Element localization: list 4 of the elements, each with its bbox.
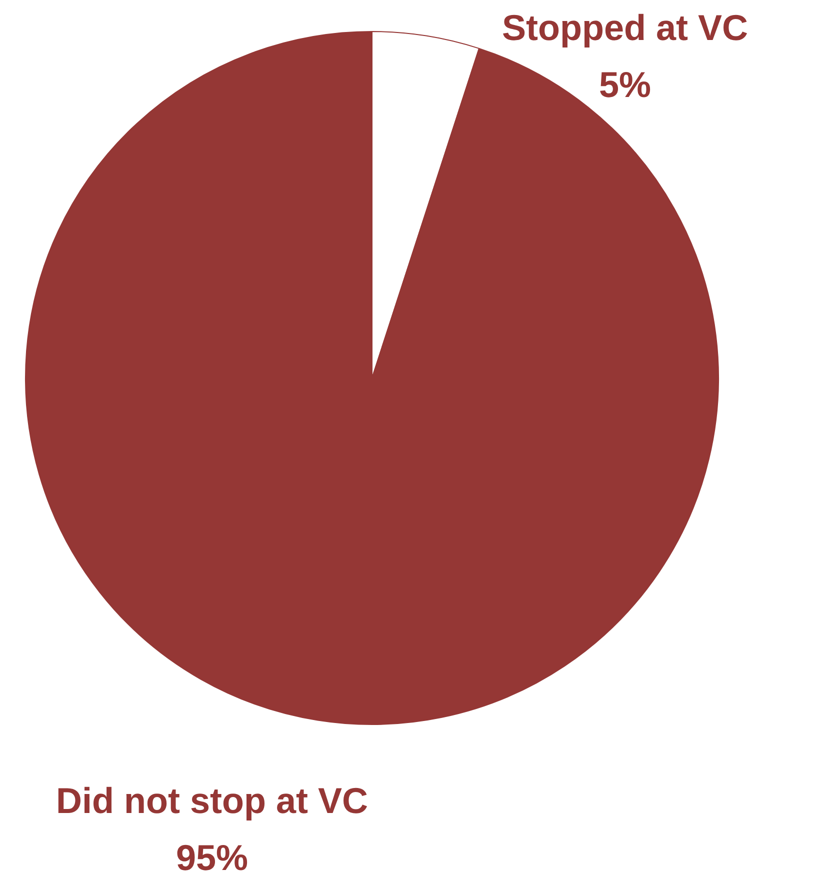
data-label: 95%	[176, 836, 248, 876]
slice-label: Did not stop at VC	[56, 780, 368, 821]
data-label: 5%	[598, 64, 652, 105]
slice-label: Stopped at VC	[502, 6, 748, 48]
